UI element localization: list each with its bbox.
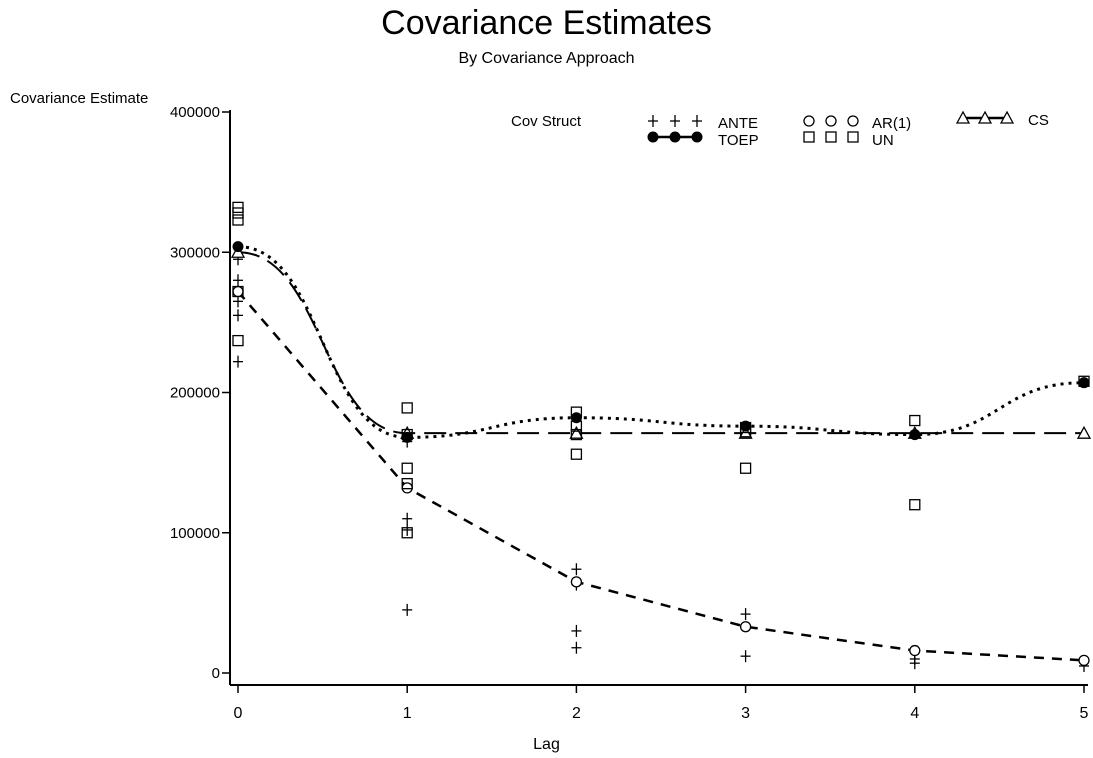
legend-item-cs: CS (955, 110, 1049, 129)
legend-marker (648, 115, 658, 127)
point-ar1 (1078, 654, 1090, 667)
legend-item-toep: TOEP (647, 131, 759, 149)
y-tick-label: 200000 (170, 385, 220, 402)
point-toep (401, 431, 413, 443)
legend-item-un: UN (803, 131, 894, 149)
point-un (1078, 375, 1090, 387)
y-tick-label: 0 (212, 665, 220, 682)
legend-label: AR(1) (872, 115, 911, 132)
x-tick-label: 5 (1080, 705, 1089, 722)
point-un (401, 527, 413, 539)
legend-marker (803, 131, 815, 143)
x-tick-label: 3 (741, 705, 750, 722)
point-un (739, 462, 752, 474)
point-un (909, 414, 921, 427)
point-un (570, 420, 583, 432)
point-ante (402, 512, 413, 525)
point-cs (569, 425, 584, 439)
point-un (739, 421, 752, 434)
chart-subtitle: By Covariance Approach (458, 50, 635, 67)
legend-marker (647, 131, 659, 143)
legend-label: UN (872, 132, 894, 149)
series-lines (237, 245, 1085, 662)
point-ar1 (570, 576, 583, 588)
point-ar1 (739, 621, 752, 633)
point-ar1 (232, 285, 244, 298)
legend-marker (803, 115, 815, 127)
series-line-toep (237, 245, 1085, 439)
point-ante (571, 624, 582, 637)
point-un (570, 428, 583, 441)
point-ante (740, 650, 751, 663)
legend-label: ANTE (718, 115, 758, 132)
point-un (570, 448, 583, 460)
legend-item-ar1: AR(1) (803, 115, 911, 132)
x-axis-label: Lag (533, 736, 560, 753)
legend-marker (692, 115, 702, 127)
legend-marker (691, 131, 703, 143)
y-tick-label: 100000 (170, 525, 220, 542)
y-axis-label: Covariance Estimate (10, 90, 149, 107)
legend-marker (955, 110, 971, 124)
point-ante (402, 603, 413, 616)
legend-title: Cov Struct (511, 113, 582, 130)
point-ante (233, 309, 243, 322)
legend-marker (847, 131, 859, 143)
point-ante (571, 641, 582, 654)
legend-marker (669, 131, 681, 143)
y-tick-label: 400000 (170, 104, 220, 121)
legend-marker (847, 115, 859, 127)
series-line-cs (237, 251, 1084, 435)
series-markers (230, 201, 1092, 672)
x-tick-label: 4 (910, 705, 919, 722)
point-toep (232, 241, 244, 253)
legend: ANTE AR(1) CS TOEP UN (647, 110, 1049, 149)
point-ante (740, 608, 751, 621)
x-tick-label: 2 (572, 705, 581, 722)
series-line-ar1 (237, 290, 1085, 662)
point-un (401, 462, 413, 474)
point-ante (233, 295, 243, 308)
chart-title: Covariance Estimates (381, 4, 712, 42)
legend-item-ante: ANTE (648, 115, 758, 132)
x-tick-label: 1 (403, 705, 412, 722)
point-un (401, 478, 413, 490)
legend-marker (825, 115, 837, 127)
point-un (232, 201, 244, 214)
point-un (232, 214, 244, 226)
point-ante (402, 523, 413, 536)
point-un (401, 428, 413, 441)
point-ante (571, 563, 582, 576)
legend-marker (999, 110, 1015, 124)
legend-marker (670, 115, 680, 127)
point-ar1 (909, 644, 921, 657)
y-tick-label: 300000 (170, 244, 220, 261)
legend-label: TOEP (718, 132, 759, 149)
point-un (232, 285, 244, 298)
legend-label: CS (1028, 112, 1049, 129)
point-un (909, 499, 921, 511)
point-toep (909, 429, 921, 441)
point-ante (233, 355, 243, 368)
point-un (570, 406, 583, 418)
axes: 0 100000 200000 300000 400000 0 1 2 3 4 5 (170, 104, 1089, 722)
point-ar1 (401, 482, 413, 494)
point-un (401, 402, 413, 414)
point-un (232, 334, 244, 347)
legend-marker (977, 110, 993, 124)
point-ante (233, 274, 243, 287)
x-tick-label: 0 (234, 705, 243, 722)
legend-marker (825, 131, 837, 143)
point-cs (1076, 425, 1092, 439)
